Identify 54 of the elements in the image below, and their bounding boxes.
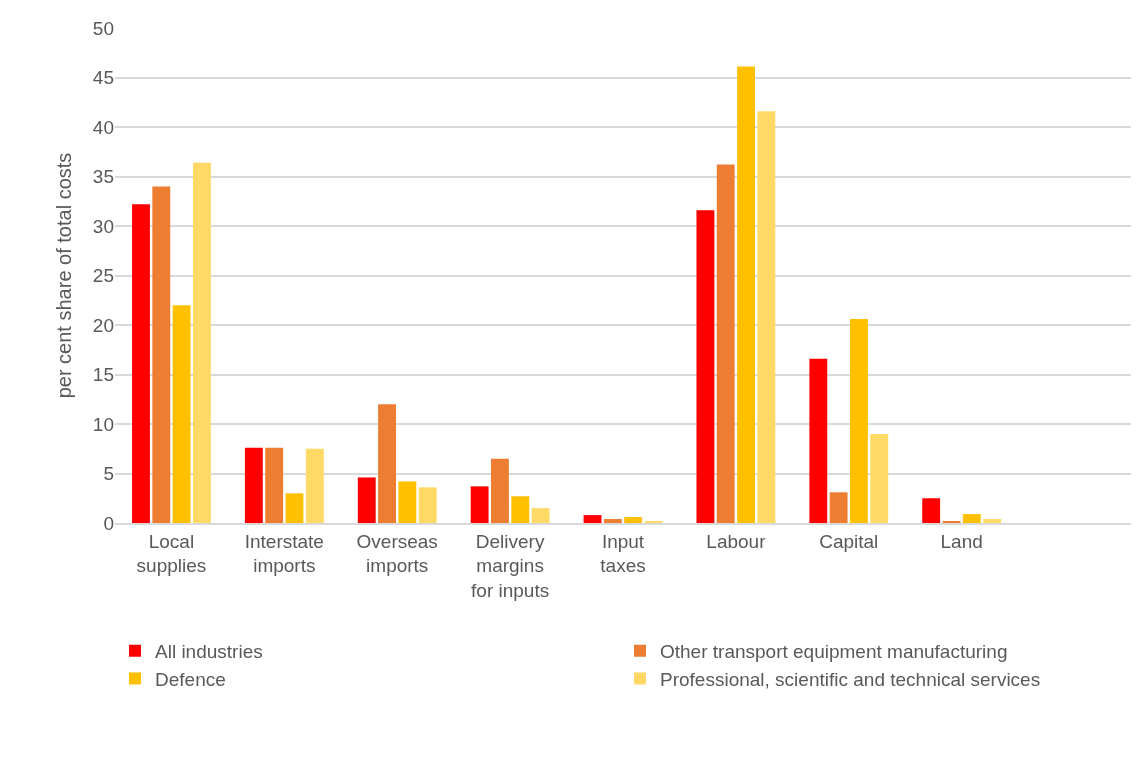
bar [696,210,715,523]
bar [418,487,437,523]
legend-label: Other transport equipment manufacturing [660,641,1008,663]
bar [983,519,1002,523]
y-tick-label: 35 [92,166,114,188]
y-tick-label: 50 [92,17,114,39]
y-tick-label: 5 [103,463,114,485]
bar [922,498,941,523]
y-tick-label: 20 [92,314,114,336]
bar [305,448,324,523]
legend-label: Defence [155,668,226,690]
x-tick-label: Local supplies [136,530,207,577]
bar [511,496,530,523]
bar [757,111,776,523]
bar [624,517,643,523]
y-axis-title: per cent share of total costs [53,152,76,399]
y-tick-label: 15 [92,364,114,386]
x-tick-label: Interstate imports [244,530,324,577]
bar [531,508,550,523]
bar [244,447,263,523]
bar [378,404,396,523]
bar [962,514,981,523]
bar [583,515,602,523]
legend-label: All industries [155,641,263,663]
y-tick-label: 25 [92,265,114,287]
y-tick-label: 0 [103,512,114,534]
bar [265,447,284,523]
x-tick-label: Overseas imports [356,530,438,577]
bar [491,458,509,523]
bar [809,358,828,523]
x-tick-label: Input taxes [600,530,646,577]
bar [398,481,417,523]
bar [737,66,755,523]
bar [716,164,735,523]
x-tick-label: Delivery margins for inputs [471,530,550,601]
bar [603,519,622,523]
y-tick-label: 40 [92,116,114,138]
bar [152,186,171,523]
x-tick-label: Capital [819,530,879,552]
bar [172,305,191,523]
x-tick-label: Labour [706,530,767,552]
bar [829,492,848,523]
x-tick-label: Land [940,530,983,552]
bar [470,486,489,523]
legend-label: Professional, scientific and technical services [660,668,1041,690]
bar [285,493,304,523]
bar [132,204,150,523]
bar [850,319,868,523]
y-tick-label: 10 [92,413,114,435]
bar [870,433,889,523]
y-tick-label: 45 [92,67,114,89]
bar [357,477,376,523]
y-tick-label: 30 [92,215,114,237]
bar [192,162,211,523]
